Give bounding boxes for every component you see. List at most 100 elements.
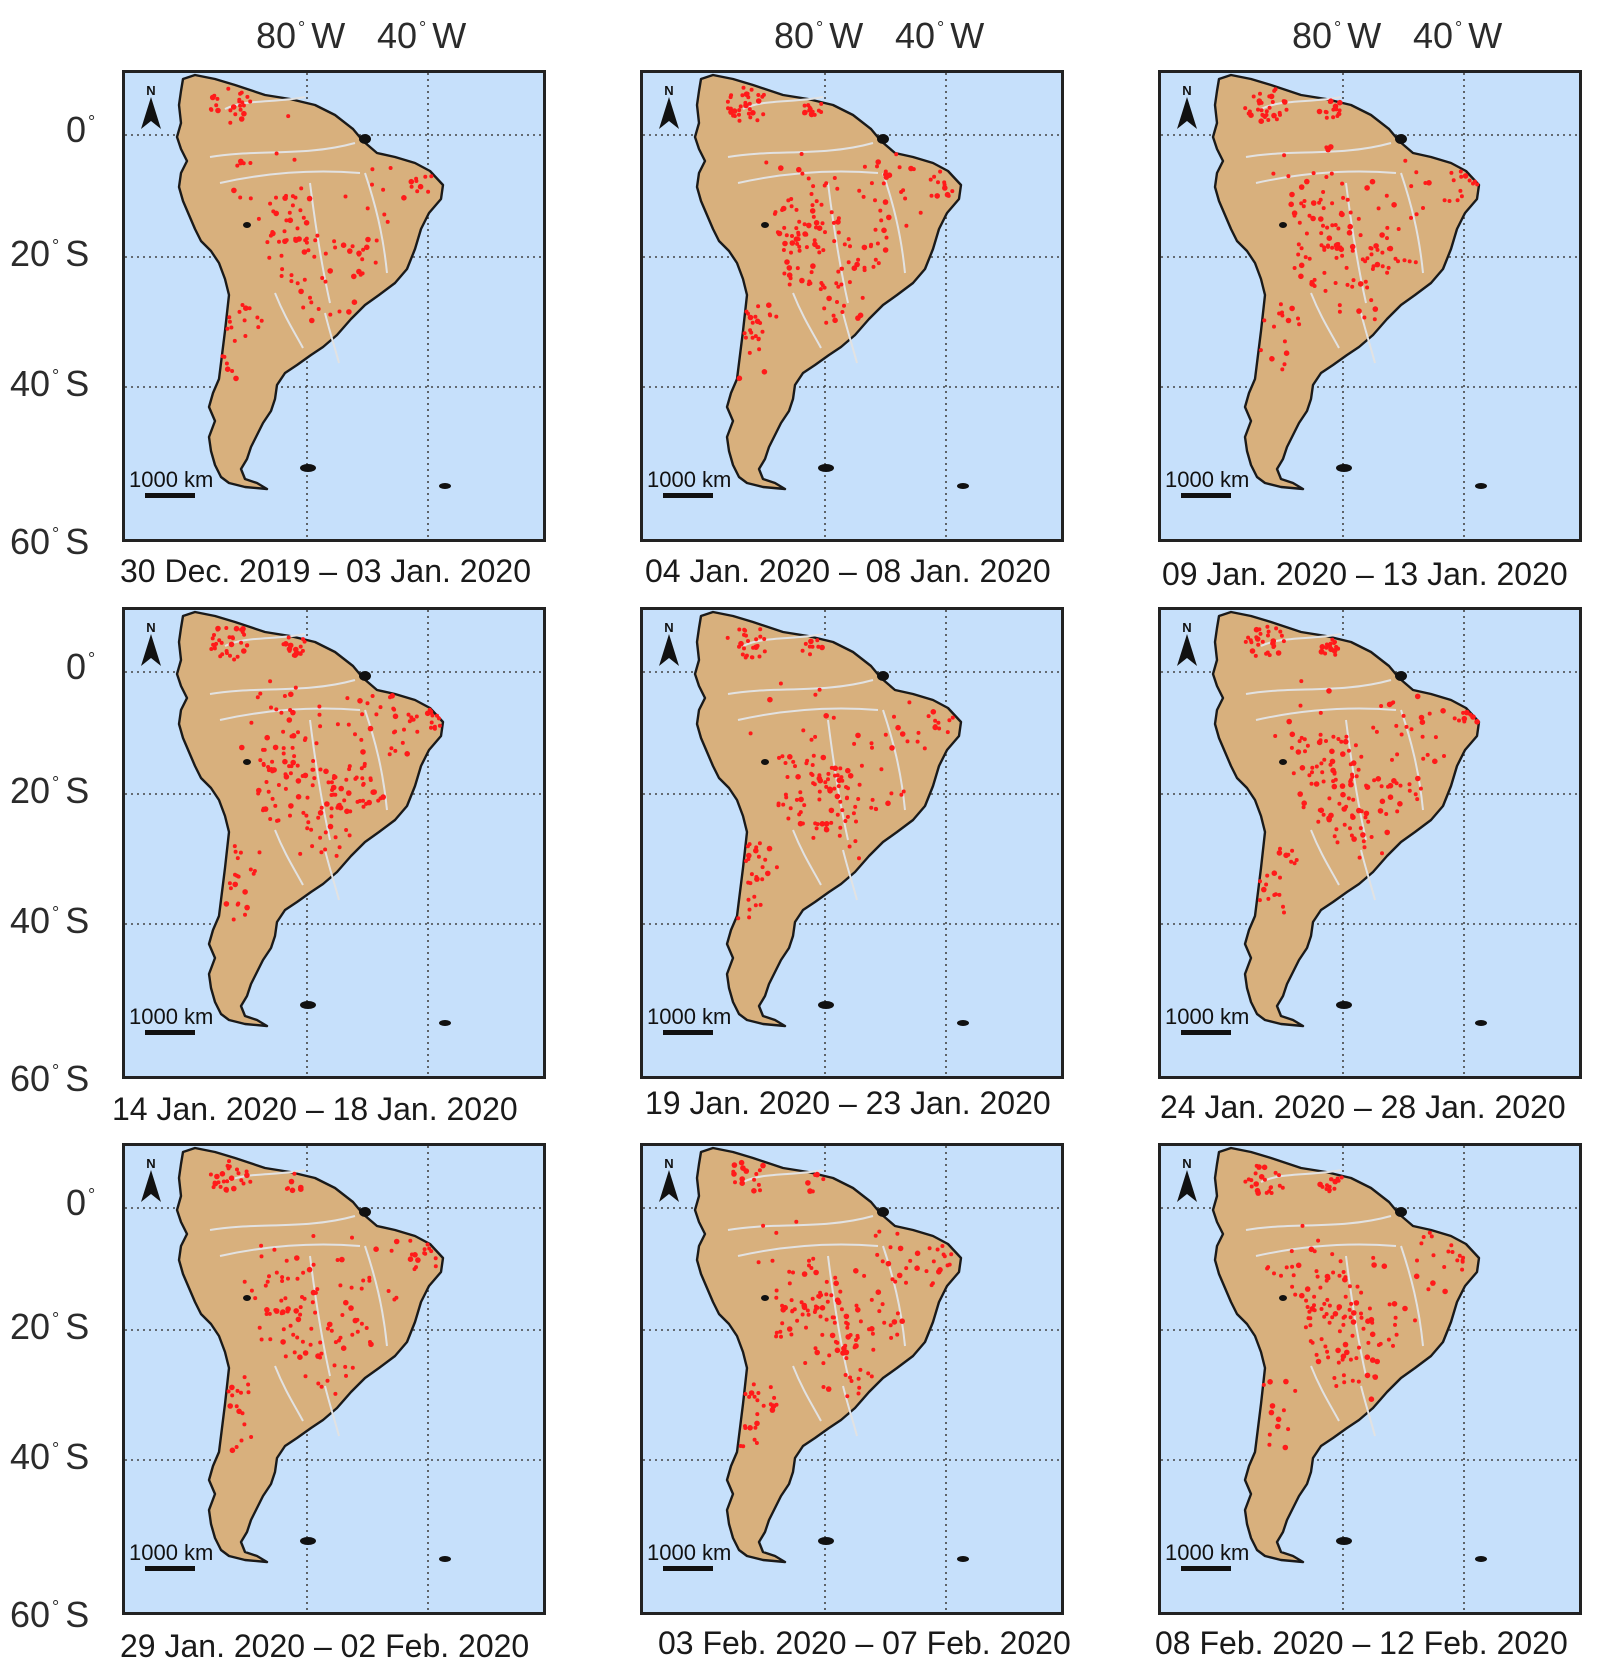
islands (243, 671, 451, 1026)
fire-point (1330, 245, 1335, 250)
fire-point (866, 1371, 871, 1376)
fire-point (1381, 1263, 1388, 1269)
fire-point (1321, 190, 1326, 194)
scale-bar: 1000 km (129, 1004, 213, 1035)
fire-point (1322, 270, 1327, 275)
fire-point (346, 722, 351, 727)
fire-point (1366, 819, 1371, 824)
degree-symbol: ° (52, 524, 60, 544)
fire-point (1337, 801, 1342, 806)
fire-point (1475, 182, 1480, 187)
river (792, 1365, 822, 1422)
fire-point (1266, 629, 1271, 634)
fire-point (221, 1179, 226, 1184)
latitude-label-hemisphere: S (65, 900, 90, 941)
fire-point (1284, 107, 1289, 112)
river (827, 719, 849, 841)
fire-point (774, 1230, 779, 1235)
fire-point (895, 1231, 900, 1236)
fire-point (751, 645, 756, 650)
fire-point (262, 747, 267, 752)
fire-point (1264, 109, 1269, 114)
fire-point (318, 724, 323, 729)
fire-point (272, 1247, 277, 1252)
fire-point (806, 176, 811, 181)
fire-point (1273, 892, 1278, 897)
fire-point (756, 304, 761, 309)
fire-point (1327, 1303, 1332, 1308)
island (761, 1295, 769, 1301)
fire-point (748, 328, 753, 333)
fire-point (1334, 644, 1339, 649)
fire-point (238, 107, 243, 112)
fire-point (823, 230, 827, 235)
fire-point (329, 1328, 334, 1333)
fire-point (1318, 710, 1323, 715)
fire-point (903, 196, 908, 201)
fire-point (350, 1332, 355, 1337)
latitude-label-hemisphere: S (65, 1436, 90, 1477)
fire-point (884, 235, 889, 240)
latitude-label: 0 ° (66, 112, 101, 148)
fire-point (340, 1345, 347, 1351)
fire-point (292, 754, 297, 759)
fire-point (386, 1289, 391, 1293)
fire-point (1256, 98, 1263, 104)
fire-point (810, 763, 815, 767)
fire-point (1301, 800, 1307, 806)
fire-point (809, 1266, 814, 1270)
fire-point (809, 208, 816, 214)
fire-point (1307, 256, 1312, 261)
fire-point (1372, 778, 1377, 783)
fire-point (819, 202, 824, 207)
river (1345, 1255, 1367, 1377)
fire-point (750, 335, 755, 340)
fire-point (938, 169, 943, 174)
longitude-label: 40 ° W (895, 18, 984, 54)
fire-point (1342, 1380, 1347, 1385)
fire-point (1337, 309, 1342, 314)
fire-point (1378, 1341, 1383, 1346)
fire-point (232, 657, 237, 662)
longitude-label: 80 ° W (256, 18, 345, 54)
fire-point (274, 707, 279, 712)
fire-point (432, 726, 437, 731)
fire-point (360, 776, 365, 781)
fire-point (942, 1254, 947, 1259)
fire-point (1446, 1249, 1451, 1254)
graticule (643, 1146, 1061, 1612)
fire-point (328, 1322, 333, 1327)
islands (761, 671, 969, 1026)
fire-point (840, 1350, 846, 1356)
fire-point (1337, 99, 1343, 106)
river (1260, 96, 1342, 110)
island (877, 134, 889, 144)
fire-point (1350, 1333, 1355, 1338)
fire-point (224, 649, 229, 653)
fire-point (227, 319, 232, 324)
fire-point (248, 196, 253, 201)
fire-point (215, 107, 221, 114)
fire-point (908, 165, 914, 172)
fire-point (856, 257, 861, 262)
fire-point (305, 826, 310, 831)
map-panel-4: N 1000 km (122, 607, 546, 1079)
fire-point (927, 1246, 932, 1251)
fire-point (1281, 1408, 1286, 1413)
fire-point (1334, 245, 1340, 251)
north-arrow-shape (659, 97, 679, 129)
fire-point (1302, 737, 1307, 742)
fire-point (1249, 1184, 1254, 1189)
fire-point (1413, 260, 1418, 265)
fire-point (755, 1421, 760, 1426)
fire-point (289, 734, 294, 739)
fire-point (821, 1177, 826, 1182)
fire-point (242, 889, 248, 895)
fire-point (401, 195, 407, 201)
latitude-label: 40 ° S (10, 366, 89, 402)
river (727, 142, 874, 158)
fire-point (931, 1259, 936, 1264)
fire-point (1325, 1349, 1330, 1354)
fire-point (1367, 1306, 1372, 1311)
fire-point (905, 739, 910, 744)
